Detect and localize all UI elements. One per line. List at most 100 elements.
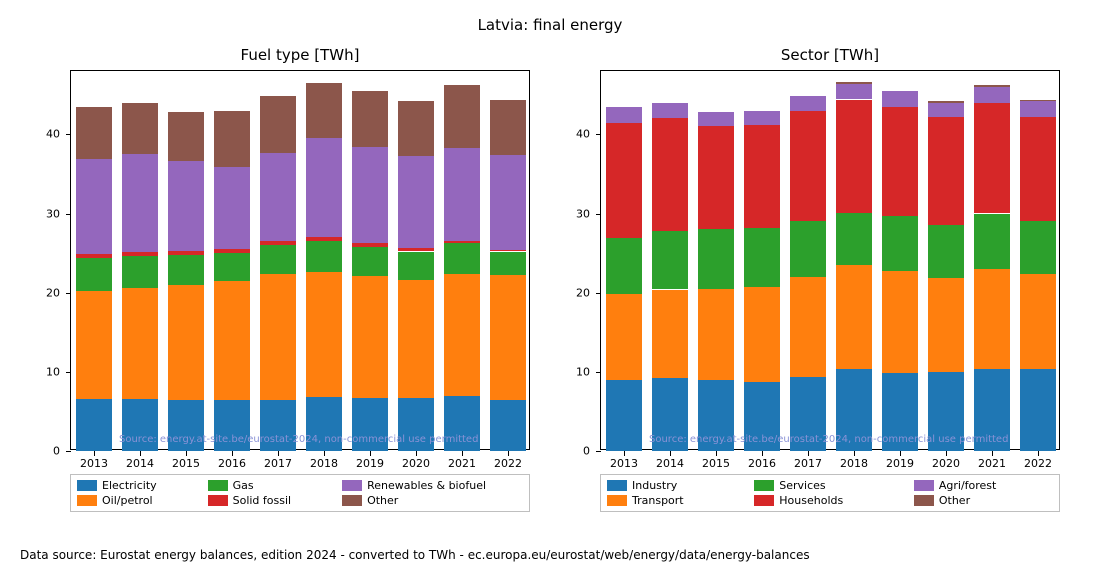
page-root: Latvia: final energy Fuel type [TWh] 010… bbox=[0, 0, 1100, 572]
xtick-mark bbox=[370, 451, 371, 456]
xtick-mark bbox=[992, 451, 993, 456]
bar-segment bbox=[836, 213, 872, 265]
xtick-mark bbox=[762, 451, 763, 456]
bar-segment bbox=[352, 91, 388, 147]
legend-label: Agri/forest bbox=[939, 479, 997, 492]
bar-segment bbox=[352, 276, 388, 398]
xtick-mark bbox=[716, 451, 717, 456]
bar-segment bbox=[882, 216, 918, 271]
bar-segment bbox=[490, 250, 526, 252]
panel-sector: Sector [TWh] 010203040201320142015201620… bbox=[600, 46, 1060, 450]
legend-label: Industry bbox=[632, 479, 677, 492]
bar-segment bbox=[260, 153, 296, 241]
bar-segment bbox=[790, 96, 826, 111]
xtick-label: 2020 bbox=[932, 457, 960, 470]
ytick-mark bbox=[596, 214, 601, 215]
bar-segment bbox=[790, 111, 826, 222]
legend-item: Services bbox=[754, 479, 900, 492]
xtick-label: 2017 bbox=[264, 457, 292, 470]
xtick-mark bbox=[508, 451, 509, 456]
ytick-mark bbox=[66, 293, 71, 294]
bar-segment bbox=[698, 126, 734, 229]
bar-segment bbox=[260, 96, 296, 154]
bar-segment bbox=[352, 243, 388, 247]
legend-item: Agri/forest bbox=[914, 479, 1053, 492]
bar-segment bbox=[928, 103, 964, 117]
bar-segment bbox=[606, 238, 642, 294]
bar-segment bbox=[352, 147, 388, 243]
bar-segment bbox=[444, 85, 480, 148]
bar-segment bbox=[744, 125, 780, 228]
bar-segment bbox=[398, 252, 434, 281]
xtick-label: 2021 bbox=[978, 457, 1006, 470]
legend-label: Renewables & biofuel bbox=[367, 479, 486, 492]
ytick-label: 0 bbox=[583, 445, 590, 458]
ytick-mark bbox=[66, 372, 71, 373]
bar-segment bbox=[352, 247, 388, 276]
bar-segment bbox=[214, 253, 250, 281]
bar-segment bbox=[928, 117, 964, 225]
bar-segment bbox=[444, 274, 480, 397]
bar-segment bbox=[974, 269, 1010, 370]
legend-swatch bbox=[914, 480, 934, 491]
bar-segment bbox=[974, 103, 1010, 214]
legend-item: Other bbox=[342, 494, 523, 507]
bar-segment bbox=[652, 290, 688, 379]
watermark-text: Source: energy.at-site.be/eurostat-2024,… bbox=[119, 434, 478, 445]
ytick-label: 30 bbox=[46, 207, 60, 220]
xtick-label: 2013 bbox=[610, 457, 638, 470]
bar-segment bbox=[744, 287, 780, 382]
legend-item: Transport bbox=[607, 494, 740, 507]
xtick-mark bbox=[324, 451, 325, 456]
bar-segment bbox=[122, 252, 158, 256]
bar-segment bbox=[76, 107, 112, 158]
xtick-label: 2014 bbox=[126, 457, 154, 470]
xtick-mark bbox=[462, 451, 463, 456]
bar-segment bbox=[698, 229, 734, 288]
bar-segment bbox=[398, 248, 434, 252]
bar-segment bbox=[1020, 101, 1056, 117]
bar-segment bbox=[1020, 100, 1056, 102]
bar-segment bbox=[790, 277, 826, 378]
xtick-label: 2019 bbox=[356, 457, 384, 470]
legend-item: Renewables & biofuel bbox=[342, 479, 523, 492]
ytick-label: 20 bbox=[46, 286, 60, 299]
bar-segment bbox=[606, 294, 642, 380]
bar-segment bbox=[214, 281, 250, 400]
bar-segment bbox=[790, 221, 826, 276]
legend-label: Oil/petrol bbox=[102, 494, 153, 507]
legend-label: Gas bbox=[233, 479, 254, 492]
bar-segment bbox=[490, 252, 526, 276]
legend-swatch bbox=[754, 495, 774, 506]
legend-label: Solid fossil bbox=[233, 494, 291, 507]
bar-segment bbox=[306, 272, 342, 397]
legend-label: Electricity bbox=[102, 479, 157, 492]
legend-swatch bbox=[77, 495, 97, 506]
bar-segment bbox=[260, 241, 296, 245]
bar-segment bbox=[836, 265, 872, 369]
ytick-mark bbox=[66, 134, 71, 135]
bar-segment bbox=[698, 289, 734, 380]
bar-segment bbox=[168, 251, 204, 255]
legend-swatch bbox=[77, 480, 97, 491]
xtick-label: 2020 bbox=[402, 457, 430, 470]
xtick-label: 2022 bbox=[1024, 457, 1052, 470]
bar-segment bbox=[882, 107, 918, 216]
bar-segment bbox=[398, 280, 434, 398]
xtick-label: 2015 bbox=[172, 457, 200, 470]
xtick-mark bbox=[416, 451, 417, 456]
bar-segment bbox=[122, 256, 158, 288]
bar-segment bbox=[214, 111, 250, 167]
bar-segment bbox=[1020, 117, 1056, 221]
ytick-label: 0 bbox=[53, 445, 60, 458]
ytick-mark bbox=[66, 214, 71, 215]
bar-segment bbox=[928, 278, 964, 372]
xtick-label: 2013 bbox=[80, 457, 108, 470]
xtick-mark bbox=[670, 451, 671, 456]
bar-segment bbox=[306, 241, 342, 272]
legend-swatch bbox=[342, 495, 362, 506]
xtick-label: 2017 bbox=[794, 457, 822, 470]
watermark-text: Source: energy.at-site.be/eurostat-2024,… bbox=[649, 434, 1008, 445]
bar-segment bbox=[698, 112, 734, 126]
bar-segment bbox=[1020, 369, 1056, 451]
